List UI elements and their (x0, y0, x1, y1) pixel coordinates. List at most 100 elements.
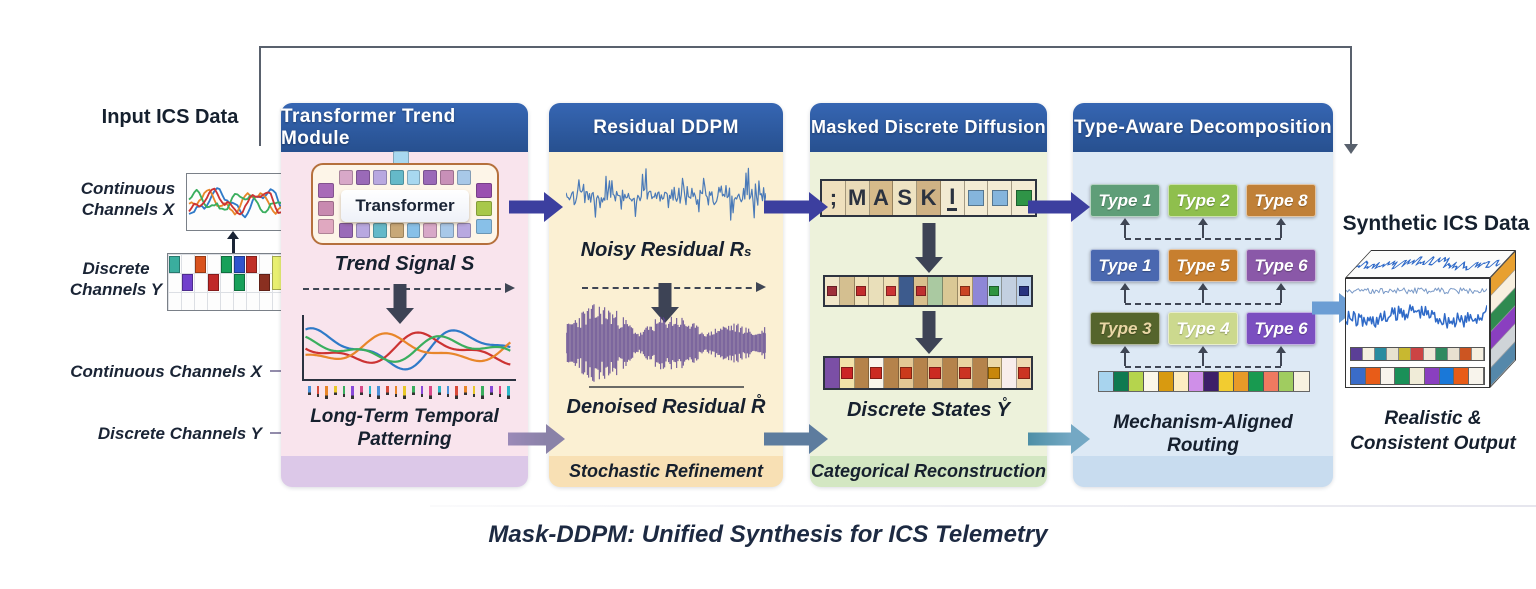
color-swatch (1365, 368, 1381, 384)
token-row-top (339, 170, 471, 185)
output-heading: Synthetic ICS Data (1342, 212, 1530, 235)
channel-tick (316, 386, 320, 397)
discrete-states-caption: Discrete States Y̊ (846, 399, 1011, 421)
flow-arrow-bottom-2 (764, 424, 828, 454)
channel-tick (464, 386, 467, 395)
type-chip: Type 6 (1246, 312, 1316, 345)
color-swatch (1351, 368, 1366, 384)
color-swatch (318, 201, 334, 216)
masked-footer-label: Categorical Reconstruction (810, 456, 1047, 487)
noisy-residual-wave (566, 167, 766, 221)
token-cell (884, 277, 899, 305)
discrete-states-row (823, 356, 1033, 390)
type-row-bottom: Type 3 Type 4 Type 6 (1073, 312, 1333, 345)
color-swatch (318, 183, 334, 198)
type-chip: Type 2 (1168, 184, 1238, 217)
discrete-channels-label: Discrete Channels Y (69, 259, 163, 299)
token-cell: S (893, 181, 918, 215)
channel-tick (386, 386, 389, 395)
type-chip: Type 3 (1090, 312, 1160, 345)
channel-tick (507, 386, 510, 399)
token-cell (964, 181, 989, 215)
panel-transformer-trend-module: Transformer Trend Module Transformer Tre… (281, 103, 528, 487)
up-arrow-icon (1120, 218, 1130, 238)
color-swatch (1469, 368, 1485, 384)
token-cell (928, 277, 944, 305)
color-swatch (423, 170, 438, 185)
panel-title-masked: Masked Discrete Diffusion (810, 103, 1047, 152)
color-swatch (1294, 372, 1309, 391)
color-swatch (476, 219, 492, 234)
grid-cell (259, 274, 271, 291)
color-swatch (1395, 368, 1411, 384)
pattern-caption: Long-Term Temporal Patterning (310, 406, 499, 450)
color-swatch (389, 170, 404, 185)
up-arrow-icon (1276, 346, 1286, 366)
color-swatch (457, 223, 471, 238)
channel-tick (325, 386, 328, 399)
flow-arrow-masked-to-typeaware (1028, 192, 1090, 222)
color-swatch (1387, 348, 1400, 360)
trend-footer-strip (281, 456, 528, 487)
panel-residual-ddpm: Residual DDPM Noisy Residual Rs Denoised… (549, 103, 783, 487)
continuous-channels-inline-label: Continuous Channels X (70, 362, 262, 381)
color-swatch (1099, 372, 1114, 391)
token-cell (972, 277, 988, 305)
up-arrow-icon (1198, 283, 1208, 303)
color-swatch (339, 223, 353, 238)
channel-tick (368, 386, 372, 397)
color-swatch (355, 170, 370, 185)
panel-title-trend: Transformer Trend Module (281, 103, 528, 152)
token-cell (854, 358, 870, 388)
token-cell (913, 277, 929, 305)
token-cell (928, 358, 944, 388)
denoised-residual-caption: Denoised Residual R̊ (566, 396, 766, 418)
token-row-bottom (339, 223, 471, 238)
grid-cell (181, 274, 193, 291)
up-arrow-icon (1198, 218, 1208, 238)
color-swatch (318, 219, 334, 234)
color-swatch (440, 223, 455, 238)
color-swatch (1189, 372, 1204, 391)
color-swatch (1447, 348, 1460, 360)
color-swatch (1435, 348, 1448, 360)
channel-tick (498, 386, 502, 397)
color-swatch (389, 223, 404, 238)
color-swatch (406, 223, 421, 238)
color-swatch (1363, 348, 1376, 360)
token-col-left (318, 183, 334, 234)
grid-cell (194, 255, 206, 273)
discrete-grid-thumbnail (167, 253, 297, 311)
transformer-label: Transformer (341, 190, 469, 222)
color-swatch (1375, 348, 1388, 360)
channel-tick (472, 386, 476, 397)
token-cell: K (917, 181, 941, 215)
token-cell (988, 181, 1013, 215)
token-cell (958, 277, 973, 305)
token-cell (898, 277, 914, 305)
token-cell (1017, 277, 1031, 305)
token-cell: A (869, 181, 894, 215)
grid-cell (233, 274, 245, 291)
cube-small-swatch-row (1350, 347, 1485, 361)
discrete-channels-inline-label: Discrete Channels Y (97, 424, 262, 443)
typeaware-footer-strip (1073, 456, 1333, 487)
channel-tick (412, 386, 415, 395)
divider-rule (430, 505, 1536, 507)
color-swatch (1249, 372, 1264, 391)
panel-title-ddpm: Residual DDPM (549, 103, 783, 152)
token-cell (1017, 358, 1031, 388)
temporal-pattern-waves (304, 327, 512, 371)
continuous-signal-waves (188, 187, 292, 219)
channel-tick (360, 386, 363, 395)
type-row-top: Type 1 Type 2 Type 8 (1073, 184, 1333, 217)
type-chip: Type 6 (1246, 249, 1316, 282)
wave-baseline (589, 386, 744, 388)
token-cell (943, 277, 959, 305)
grid-cell (233, 255, 245, 273)
color-swatch (1410, 368, 1425, 384)
token-cell (825, 277, 840, 305)
mask-token-row: ; M A S K I (820, 179, 1037, 217)
channel-tick (455, 386, 458, 399)
